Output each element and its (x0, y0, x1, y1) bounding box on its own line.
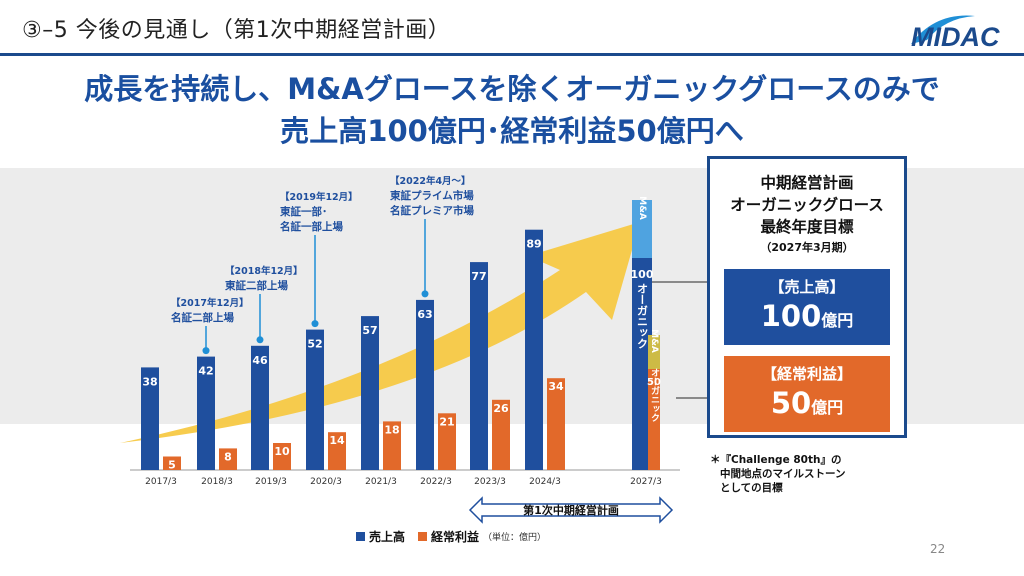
label-profit-2021/3: 18 (384, 423, 399, 436)
label-profit-2024/3: 34 (548, 380, 564, 393)
headline-line-1: 成長を持続し、M&Aグロースを除くオーガニックグロースのみで (84, 72, 940, 106)
headline-line-2: 売上高100億円･経常利益50億円へ (280, 114, 744, 148)
bar-sales-2027/3 (632, 200, 652, 470)
callout-text-1-0: 【2018年12月】 (225, 265, 303, 277)
label-profit-2019/3: 10 (274, 445, 290, 458)
target-heading-1: 中期経営計画 (760, 174, 854, 192)
callout-text-0-0: 【2017年12月】 (171, 297, 249, 309)
logo-text: MIDAC (911, 22, 1000, 52)
final-profit-organic-label: オーガニック (649, 368, 660, 422)
label-profit-2022/3: 21 (439, 415, 454, 428)
label-profit-2023/3: 26 (493, 402, 509, 415)
profit-target-label: 【経常利益】 (761, 365, 852, 383)
bar-profit-2020/3 (328, 432, 346, 470)
tick-label-2024/3: 2024/3 (529, 477, 561, 487)
sales-target-unit: 億円 (821, 311, 854, 330)
callout-text-2-0: 【2019年12月】 (280, 191, 358, 203)
footnote-line-1: ＊『Challenge 80th』の (710, 454, 842, 466)
bar-sales-2019/3 (251, 345, 269, 470)
bar-profit-2024/3 (547, 378, 565, 470)
chart-legend: 売上高 経常利益 （単位：億円） (356, 529, 546, 544)
label-sales-2018/3: 42 (198, 365, 213, 378)
sales-target-box: 【売上高】 100億円 (724, 269, 890, 345)
footnote: ＊『Challenge 80th』の 中間地点のマイルストーン としての目標 (710, 453, 845, 495)
label-sales-2022/3: 63 (417, 308, 432, 321)
bar-profit-2021/3 (383, 421, 401, 470)
legend-unit: （単位：億円） (483, 531, 546, 543)
label-profit-2017/3: 5 (168, 459, 176, 472)
tick-label-2021/3: 2021/3 (365, 477, 397, 487)
growth-arrow (120, 222, 640, 443)
midac-logo: MIDAC (911, 15, 1000, 52)
final-profit-ma-segment (648, 335, 660, 369)
callout-text-3-0: 【2022年4月～】 (390, 175, 471, 187)
bar-sales-2020/3 (306, 329, 324, 470)
final-profit-ma-label: M&A (649, 329, 659, 353)
target-period: （2027年3月期） (760, 241, 854, 254)
page-number: 22 (930, 542, 946, 556)
footnote-line-3: としての目標 (720, 482, 783, 494)
tick-label-2018/3: 2018/3 (201, 477, 233, 487)
bar-sales-2018/3 (197, 356, 215, 470)
target-panel: 中期経営計画 オーガニックグロース 最終年度目標 （2027年3月期） 【売上高… (707, 156, 907, 438)
target-heading-3: 最終年度目標 (760, 218, 854, 236)
tick-label-2017/3: 2017/3 (145, 477, 177, 487)
bar-sales-2024/3 (525, 229, 543, 470)
bar-sales-2021/3 (361, 316, 379, 470)
label-sales-2021/3: 57 (362, 324, 377, 337)
sales-target-value: 100 (760, 299, 822, 333)
callout-dot-1 (256, 336, 264, 344)
plan-arrow: 第1次中期経営計画 (468, 496, 674, 524)
final-sales-ma-label: M&A (637, 196, 647, 220)
label-sales-2027/3: 100 (631, 268, 654, 281)
final-sales-ma-segment (632, 200, 652, 258)
plan-label: 第1次中期経営計画 (523, 503, 619, 517)
target-heading-2: オーガニックグロース (730, 196, 884, 214)
callout-text-2-1: 東証一部･ (280, 205, 327, 218)
bar-profit-2019/3 (273, 443, 291, 470)
legend-label-profit: 経常利益 (431, 529, 479, 544)
label-sales-2020/3: 52 (307, 338, 322, 351)
profit-target-value: 50 (770, 386, 812, 420)
profit-target-unit: 億円 (811, 398, 844, 417)
bar-sales-2017/3 (141, 367, 159, 470)
sales-target-label: 【売上高】 (769, 278, 845, 296)
callout-text-3-2: 名証プレミア市場 (390, 204, 474, 217)
profit-target-box: 【経常利益】 50億円 (724, 356, 890, 432)
title-divider (0, 53, 1024, 56)
callout-dot-3 (421, 290, 429, 298)
callout-text-3-1: 東証プライム市場 (390, 189, 474, 202)
legend-label-sales: 売上高 (369, 529, 405, 544)
bar-profit-2017/3 (163, 456, 181, 470)
callout-text-1-1: 東証二部上場 (225, 279, 288, 292)
final-sales-organic-label: オーガニック (636, 283, 649, 349)
tick-label-2020/3: 2020/3 (310, 477, 342, 487)
bar-sales-2022/3 (416, 299, 434, 470)
label-profit-2020/3: 14 (329, 434, 345, 447)
bar-profit-2018/3 (219, 448, 237, 470)
bar-profit-2022/3 (438, 413, 456, 470)
callout-dot-2 (311, 320, 319, 328)
label-sales-2019/3: 46 (252, 354, 268, 367)
callout-text-2-2: 名証一部上場 (280, 220, 343, 233)
bar-sales-2023/3 (470, 262, 488, 470)
section-title: ③–5 今後の見通し（第1次中期経営計画） (22, 18, 451, 43)
tick-label-2022/3: 2022/3 (420, 477, 452, 487)
tick-label-2019/3: 2019/3 (255, 477, 287, 487)
label-sales-2023/3: 77 (471, 270, 486, 283)
label-profit-2027/3: 50 (647, 377, 661, 388)
legend-swatch-profit (418, 532, 427, 541)
bar-profit-2023/3 (492, 399, 510, 470)
callout-text-0-1: 名証二部上場 (171, 311, 234, 324)
tick-label-2023/3: 2023/3 (474, 477, 506, 487)
label-sales-2024/3: 89 (526, 238, 541, 251)
connector-arrows (652, 281, 712, 399)
title-bar: ③–5 今後の見通し（第1次中期経営計画） MIDAC (0, 0, 1024, 56)
footnote-line-2: 中間地点のマイルストーン (720, 468, 846, 480)
label-sales-2017/3: 38 (142, 375, 157, 388)
callout-dot-0 (202, 347, 210, 355)
tick-label-2027/3: 2027/3 (630, 477, 662, 487)
legend-swatch-sales (356, 532, 365, 541)
label-profit-2018/3: 8 (224, 450, 232, 463)
